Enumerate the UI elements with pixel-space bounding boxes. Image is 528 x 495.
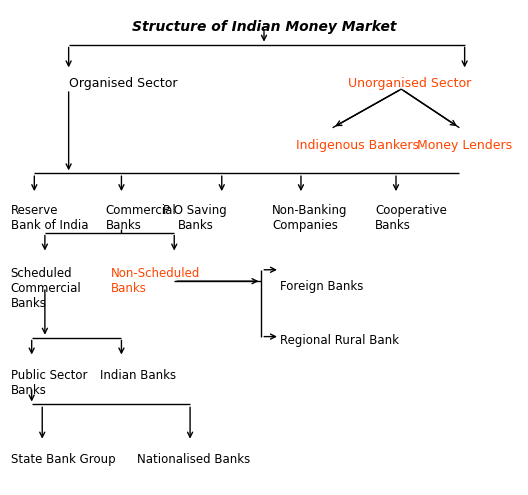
Text: Cooperative
Banks: Cooperative Banks xyxy=(375,204,447,232)
Text: Organised Sector: Organised Sector xyxy=(69,77,177,90)
Text: Scheduled
Commercial
Banks: Scheduled Commercial Banks xyxy=(11,267,81,310)
Text: Public Sector
Banks: Public Sector Banks xyxy=(11,369,87,397)
Text: Unorganised Sector: Unorganised Sector xyxy=(348,77,472,90)
Text: State Bank Group: State Bank Group xyxy=(11,453,115,466)
Text: Commercial
Banks: Commercial Banks xyxy=(106,204,176,232)
Text: Non-Banking
Companies: Non-Banking Companies xyxy=(272,204,347,232)
Text: Foreign Banks: Foreign Banks xyxy=(280,280,363,293)
Text: Non-Scheduled
Banks: Non-Scheduled Banks xyxy=(111,267,200,296)
Text: Indigenous Bankers: Indigenous Bankers xyxy=(296,139,419,151)
Text: Reserve
Bank of India: Reserve Bank of India xyxy=(11,204,88,232)
Text: Nationalised Banks: Nationalised Banks xyxy=(137,453,250,466)
Text: Regional Rural Bank: Regional Rural Bank xyxy=(280,334,399,347)
Text: Indian Banks: Indian Banks xyxy=(100,369,176,382)
Text: Money Lenders: Money Lenders xyxy=(417,139,512,151)
Text: Structure of Indian Money Market: Structure of Indian Money Market xyxy=(132,20,396,34)
Text: P O Saving
Banks: P O Saving Banks xyxy=(164,204,227,232)
